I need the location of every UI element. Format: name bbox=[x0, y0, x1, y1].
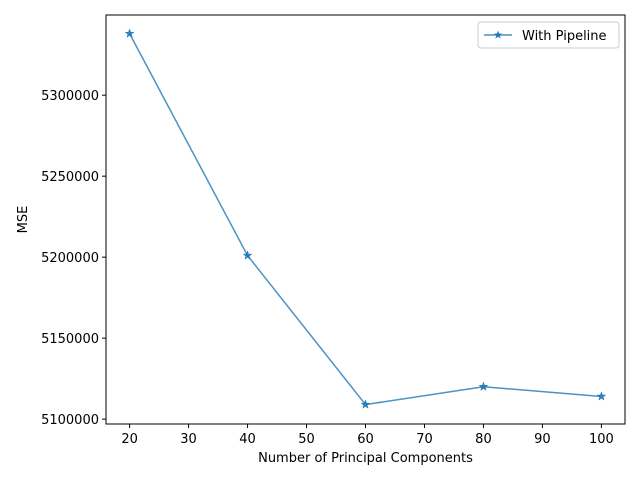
legend-box bbox=[477, 21, 620, 49]
x-tick-label: 20 bbox=[121, 432, 138, 447]
y-tick-label: 5100000 bbox=[41, 413, 99, 428]
y-tick-label: 5200000 bbox=[41, 251, 99, 266]
y-axis-ticks: 5100000 5150000 5200000 5250000 5300000 bbox=[41, 89, 106, 428]
legend: With Pipeline bbox=[477, 21, 620, 49]
x-tick-label: 30 bbox=[180, 432, 197, 447]
x-tick-label: 50 bbox=[298, 432, 315, 447]
data-point-star bbox=[478, 381, 489, 392]
x-tick-label: 100 bbox=[589, 432, 614, 447]
x-tick-label: 60 bbox=[357, 432, 374, 447]
data-point-star bbox=[242, 250, 253, 260]
x-axis-ticks: 20 30 40 50 60 70 80 90 100 bbox=[121, 424, 614, 447]
legend-label: With Pipeline bbox=[522, 29, 607, 44]
y-tick-label: 5250000 bbox=[41, 170, 99, 185]
x-tick-label: 90 bbox=[534, 432, 551, 447]
y-tick-label: 5300000 bbox=[41, 89, 99, 104]
x-tick-label: 40 bbox=[239, 432, 256, 447]
x-tick-label: 70 bbox=[416, 432, 433, 447]
x-tick-label: 80 bbox=[475, 432, 492, 447]
series-layer bbox=[124, 28, 607, 409]
legend-star-marker bbox=[493, 30, 503, 39]
y-tick-label: 5150000 bbox=[41, 332, 99, 347]
x-axis-label: Number of Principal Components bbox=[258, 451, 473, 466]
axes-frame bbox=[105, 14, 626, 425]
data-point-star bbox=[360, 399, 371, 409]
data-point-star bbox=[124, 28, 135, 38]
series-line bbox=[128, 33, 602, 406]
data-point-star bbox=[596, 391, 607, 401]
y-axis-label: MSE bbox=[16, 206, 31, 234]
